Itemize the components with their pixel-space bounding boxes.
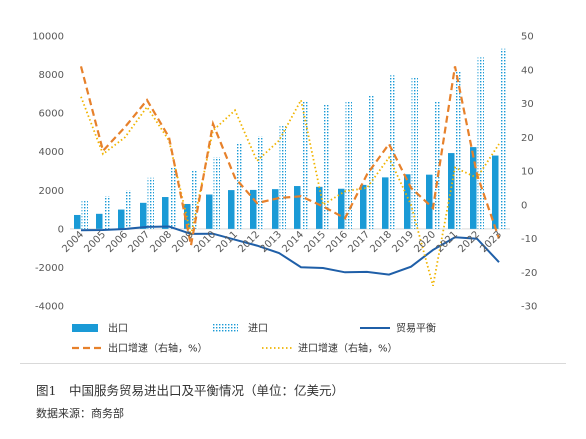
export-bar: [382, 177, 389, 229]
import-bar: [169, 167, 176, 229]
import-bar: [279, 126, 286, 229]
export-bar: [250, 189, 257, 229]
import-bar: [367, 95, 374, 229]
import-bar: [477, 57, 484, 229]
left-tick-label: 10000: [32, 32, 64, 43]
import-bar: [345, 101, 352, 229]
export-bar: [404, 174, 411, 229]
export-bar: [206, 194, 213, 229]
x-tick-label: 2023: [478, 229, 504, 255]
export-bar: [118, 209, 125, 229]
right-tick-label: -10: [521, 234, 537, 245]
import-bar: [499, 48, 506, 229]
export-bar: [316, 186, 323, 229]
export-bar: [294, 186, 301, 229]
legend-swatch-import: [212, 324, 238, 332]
import-bar: [103, 196, 110, 229]
right-tick-label: 0: [521, 200, 527, 211]
export-bar: [162, 197, 169, 229]
import-bar: [411, 77, 418, 229]
export-bar: [492, 155, 499, 229]
right-tick-label: 30: [521, 99, 534, 110]
import-bar: [147, 177, 154, 229]
export-bar: [338, 188, 345, 229]
legend-swatch-export: [72, 324, 98, 332]
left-tick-label: 8000: [39, 70, 64, 81]
import-bar: [389, 75, 396, 229]
legend-label: 出口: [108, 322, 128, 335]
import-bar: [81, 201, 88, 229]
left-tick-label: 6000: [39, 109, 64, 120]
left-tick-label: -2000: [35, 263, 64, 274]
x-tick-label: 2022: [456, 229, 482, 255]
right-tick-label: -30: [521, 302, 537, 313]
export-bar: [426, 174, 433, 229]
x-tick-label: 2008: [148, 229, 174, 255]
right-tick-label: 50: [521, 32, 534, 43]
import-bar: [213, 157, 220, 229]
export-bar: [360, 184, 367, 229]
x-tick-label: 2017: [346, 229, 372, 255]
right-tick-label: 40: [521, 65, 534, 76]
legend-label: 出口增速（右轴，%）: [108, 342, 208, 355]
x-tick-label: 2012: [236, 229, 262, 255]
lines: [79, 66, 501, 287]
import-bar: [235, 142, 242, 229]
left-tick-label: -4000: [35, 302, 64, 313]
left-axis-ticks: 10000 8000 6000 4000 2000 0 -2000 -4000: [32, 32, 64, 313]
chart: 10000 8000 6000 4000 2000 0 -2000 -4000 50 40 30 2…: [32, 32, 537, 355]
x-tick-label: 2011: [214, 229, 240, 255]
right-axis-ticks: 50 40 30 20 10 0 -10 -20 -30: [521, 32, 537, 313]
x-tick-label: 2021: [434, 229, 460, 255]
bars: [74, 48, 506, 229]
legend-label: 进口: [248, 323, 268, 335]
right-tick-label: -20: [521, 268, 537, 279]
divider: [20, 363, 566, 364]
legend-label: 进口增速（右轴，%）: [298, 342, 398, 355]
x-tick-label: 2014: [280, 229, 306, 255]
import-bar: [301, 101, 308, 229]
x-tick-label: 2019: [390, 229, 416, 255]
import-bar: [257, 136, 264, 229]
import-growth-line: [80, 96, 500, 287]
figure-caption: 图1 中国服务贸易进出口及平衡情况（单位：亿美元）: [36, 383, 344, 398]
import-bar: [433, 100, 440, 229]
export-bar: [272, 189, 279, 229]
x-tick-label: 2020: [412, 229, 438, 255]
right-tick-label: 10: [521, 167, 534, 178]
export-bar: [74, 214, 81, 229]
left-tick-label: 0: [58, 224, 64, 235]
x-tick-label: 2006: [104, 229, 130, 255]
x-tick-label: 2004: [60, 229, 86, 255]
right-tick-label: 20: [521, 133, 534, 144]
legend-label: 贸易平衡: [396, 323, 436, 335]
x-tick-label: 2005: [82, 229, 108, 255]
left-tick-label: 4000: [39, 147, 64, 158]
left-tick-label: 2000: [39, 186, 64, 197]
export-bar: [140, 202, 147, 229]
trade-balance-line: [80, 225, 500, 276]
import-bar: [455, 70, 462, 229]
x-axis-ticks: 2004200520062007200820092010201120122013…: [60, 229, 504, 255]
import-bar: [323, 104, 330, 229]
import-bar: [125, 190, 132, 229]
export-growth-line: [79, 66, 501, 246]
export-bar: [228, 190, 235, 229]
x-tick-label: 2007: [126, 229, 152, 255]
x-tick-label: 2016: [324, 229, 350, 255]
export-bar: [470, 147, 477, 229]
import-bar: [191, 170, 198, 229]
source-note: 数据来源：商务部: [36, 407, 124, 420]
export-bar: [96, 213, 103, 229]
x-tick-label: 2018: [368, 229, 394, 255]
x-tick-label: 2015: [302, 229, 328, 255]
